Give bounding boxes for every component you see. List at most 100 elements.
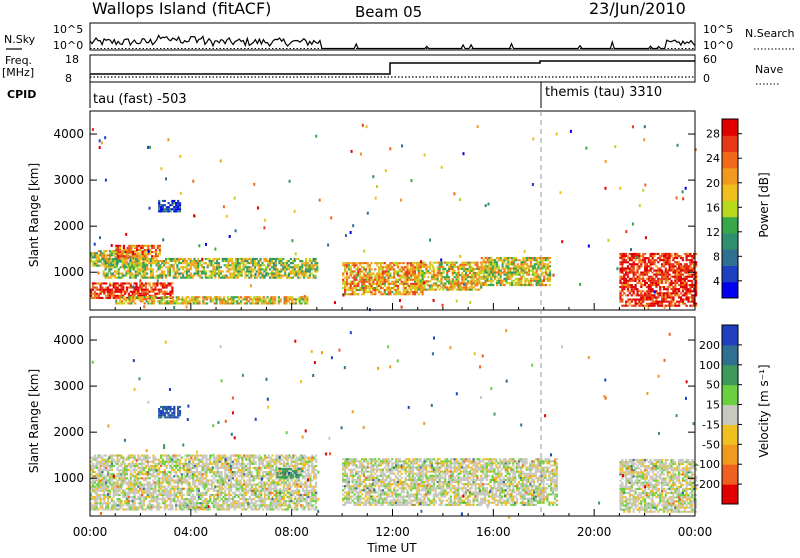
range-gate-cell (372, 283, 374, 285)
range-gate-cell (657, 296, 659, 298)
range-gate-cell (96, 282, 98, 284)
range-gate-cell (406, 273, 408, 275)
range-gate-cell (655, 303, 657, 305)
range-gate-cell (155, 296, 157, 298)
range-gate-cell (418, 268, 420, 270)
range-gate-cell (143, 463, 145, 465)
range-gate-cell (691, 267, 693, 269)
range-gate-cell (126, 482, 128, 484)
range-gate-cell (471, 278, 473, 280)
range-gate-cell (244, 258, 246, 260)
range-gate-cell (659, 286, 661, 288)
range-gate-cell (129, 264, 131, 266)
range-gate-cell (158, 200, 160, 202)
range-gate-cell (126, 500, 128, 502)
range-gate-cell (382, 281, 384, 283)
range-gate-cell (163, 298, 165, 300)
range-gate-cell (99, 146, 101, 149)
range-gate-cell (543, 279, 545, 282)
range-gate-cell (367, 285, 369, 287)
range-gate-cell (399, 277, 401, 279)
range-gate-cell (454, 262, 456, 264)
range-gate-cell (162, 287, 164, 289)
range-gate-cell (380, 279, 382, 281)
range-gate-cell (192, 508, 194, 510)
range-gate-cell (188, 477, 190, 479)
range-gate-cell (162, 200, 164, 202)
range-gate-cell (96, 506, 98, 508)
range-gate-cell (163, 302, 165, 304)
range-gate-cell (106, 258, 108, 260)
range-gate-cell (130, 298, 132, 300)
range-gate-cell (100, 293, 102, 295)
range-gate-cell (674, 284, 676, 286)
range-gate-cell (507, 282, 509, 284)
range-gate-cell (406, 262, 408, 264)
range-gate-cell (256, 264, 258, 266)
range-gate-cell (224, 260, 226, 262)
range-gate-cell (507, 278, 509, 280)
range-gate-cell (92, 265, 94, 267)
range-gate-cell (173, 210, 175, 212)
range-gate-cell (511, 267, 513, 269)
range-gate-cell (122, 258, 124, 260)
range-gate-cell (295, 275, 297, 277)
range-gate-cell (532, 257, 534, 259)
range-gate-cell (655, 299, 657, 301)
range-gate-cell (140, 275, 142, 277)
range-gate-cell (452, 268, 454, 270)
range-gate-cell (286, 266, 288, 268)
range-gate-cell (145, 490, 147, 492)
range-gate-cell (106, 273, 108, 275)
range-gate-cell (680, 282, 682, 284)
range-gate-cell (526, 265, 528, 267)
range-gate-cell (125, 298, 127, 300)
range-gate-cell (239, 264, 241, 266)
range-gate-cell (153, 296, 155, 298)
range-gate-cell (155, 255, 157, 257)
range-gate-cell (539, 261, 541, 263)
range-gate-cell (151, 492, 153, 494)
range-gate-cell (633, 280, 635, 282)
range-gate-cell (367, 281, 369, 283)
range-gate-cell (104, 136, 106, 139)
range-gate-cell (528, 267, 530, 269)
range-gate-cell (164, 300, 166, 302)
range-gate-cell (171, 264, 173, 266)
range-gate-cell (456, 284, 458, 286)
range-gate-cell (178, 268, 180, 270)
range-gate-cell (173, 206, 175, 208)
range-gate-cell (162, 282, 164, 284)
range-gate-cell (156, 289, 158, 291)
range-gate-cell (463, 268, 465, 270)
range-gate-cell (141, 490, 143, 492)
range-gate-cell (344, 264, 346, 266)
range-gate-cell (652, 267, 654, 269)
range-gate-cell (159, 277, 161, 279)
range-gate-cell (96, 467, 98, 469)
range-gate-cell (108, 264, 110, 266)
range-gate-cell (378, 283, 380, 285)
range-gate-cell (465, 274, 467, 276)
range-gate-cell (119, 247, 121, 249)
range-gate-cell (680, 257, 682, 259)
range-gate-cell (393, 273, 395, 275)
range-gate-cell (439, 262, 441, 264)
range-gate-cell (142, 273, 144, 275)
range-gate-cell (203, 273, 205, 275)
range-gate-cell (252, 262, 254, 264)
range-gate-cell (186, 266, 188, 268)
range-gate-cell (646, 296, 648, 298)
range-gate-cell (120, 260, 122, 262)
range-gate-cell (149, 207, 151, 210)
range-gate-cell (192, 275, 194, 277)
range-gate-cell (532, 284, 534, 286)
range-gate-cell (507, 276, 509, 278)
range-gate-cell (492, 280, 494, 282)
range-gate-cell (103, 465, 105, 467)
range-gate-cell (370, 287, 372, 289)
range-gate-cell (140, 249, 142, 251)
range-gate-cell (382, 279, 384, 281)
range-gate-cell (154, 482, 156, 484)
range-gate-cell (185, 469, 187, 471)
